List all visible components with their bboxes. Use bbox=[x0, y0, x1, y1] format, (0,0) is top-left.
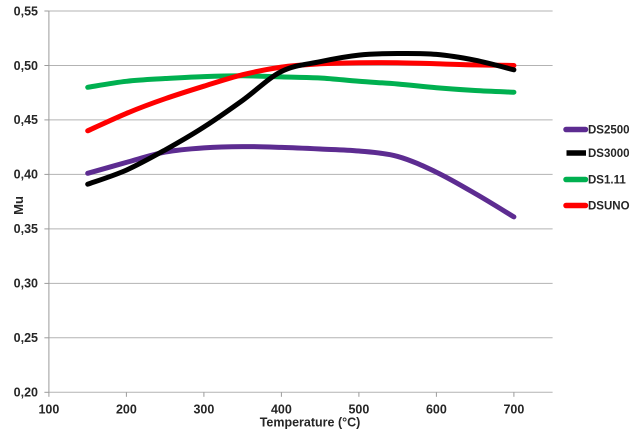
svg-text:Temperature (°C): Temperature (°C) bbox=[260, 416, 361, 430]
svg-text:DSUNO: DSUNO bbox=[588, 201, 630, 213]
svg-text:DS2500: DS2500 bbox=[588, 125, 630, 137]
svg-text:DS1.11: DS1.11 bbox=[588, 175, 626, 187]
svg-text:700: 700 bbox=[503, 403, 524, 417]
svg-text:0,35: 0,35 bbox=[14, 222, 38, 236]
svg-text:0,45: 0,45 bbox=[14, 113, 38, 127]
svg-text:600: 600 bbox=[426, 403, 447, 417]
svg-text:DS3000: DS3000 bbox=[588, 148, 630, 160]
svg-text:100: 100 bbox=[38, 403, 59, 417]
svg-text:0,50: 0,50 bbox=[14, 59, 38, 73]
svg-text:0,25: 0,25 bbox=[14, 331, 38, 345]
svg-text:0,30: 0,30 bbox=[14, 277, 38, 291]
svg-text:300: 300 bbox=[193, 403, 214, 417]
svg-text:0,20: 0,20 bbox=[14, 386, 38, 400]
svg-text:200: 200 bbox=[116, 403, 137, 417]
svg-text:400: 400 bbox=[271, 403, 292, 417]
svg-text:0,40: 0,40 bbox=[14, 168, 38, 182]
svg-text:Mu: Mu bbox=[11, 196, 26, 215]
svg-text:500: 500 bbox=[348, 403, 369, 417]
svg-text:0,55: 0,55 bbox=[14, 4, 38, 18]
